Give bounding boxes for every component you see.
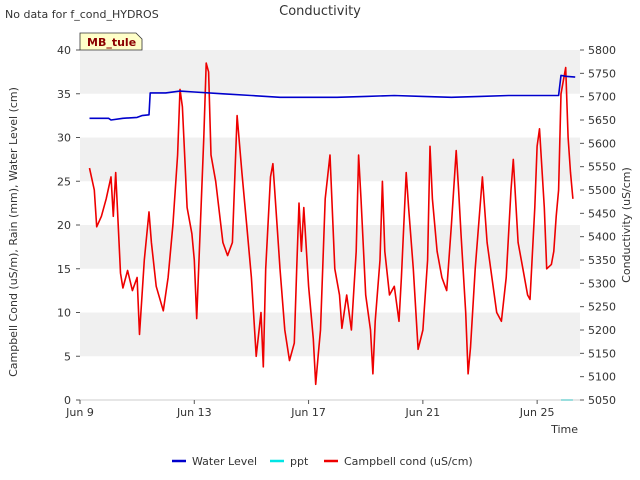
legend: Water Level ppt Campbell cond (uS/cm) xyxy=(172,455,473,468)
right-tick-label: 5450 xyxy=(588,207,616,220)
legend-label: ppt xyxy=(290,455,309,468)
grid-bands xyxy=(80,50,580,357)
right-tick-label: 5650 xyxy=(588,114,616,127)
left-tick-label: 0 xyxy=(64,394,71,407)
series-line-campbell-cond-us-cm xyxy=(88,62,574,386)
grid-band xyxy=(80,225,580,269)
left-tick-label: 40 xyxy=(57,44,71,57)
x-axis-ticks: Jun 9 Jun 13 Jun 17 Jun 21 Jun 25 xyxy=(65,400,554,419)
right-tick-label: 5100 xyxy=(588,371,616,384)
left-axis-label: Campbell Cond (uS/m), Rain (mm), Water L… xyxy=(7,87,20,377)
right-tick-label: 5400 xyxy=(588,231,616,244)
station-tag-label: MB_tule xyxy=(87,36,136,49)
right-tick-label: 5700 xyxy=(588,91,616,104)
right-axis-ticks: 5050 5100 5150 5200 5250 5300 5350 5400 5450 5500… xyxy=(580,44,616,407)
left-tick-label: 10 xyxy=(57,307,71,320)
right-tick-label: 5350 xyxy=(588,254,616,267)
right-axis-label: Conductivity (uS/cm) xyxy=(620,167,633,283)
left-tick-label: 20 xyxy=(57,219,71,232)
left-tick-label: 35 xyxy=(57,88,71,101)
right-tick-label: 5150 xyxy=(588,347,616,360)
station-tag: MB_tule xyxy=(79,32,143,51)
left-tick-label: 25 xyxy=(57,175,71,188)
grid-band xyxy=(80,312,580,357)
right-tick-label: 5200 xyxy=(588,324,616,337)
plot-area xyxy=(80,50,580,401)
right-tick-label: 5750 xyxy=(588,67,616,80)
x-tick-label: Jun 17 xyxy=(290,406,326,419)
right-tick-label: 5250 xyxy=(588,301,616,314)
left-tick-label: 30 xyxy=(57,132,71,145)
x-tick-label: Jun 9 xyxy=(65,406,94,419)
right-tick-label: 5500 xyxy=(588,184,616,197)
station-tag-box xyxy=(79,32,143,51)
legend-label: Campbell cond (uS/cm) xyxy=(344,455,473,468)
x-tick-label: Jun 25 xyxy=(519,406,555,419)
series-line-water-level xyxy=(89,74,576,121)
x-axis-label: Time xyxy=(550,423,578,436)
legend-label: Water Level xyxy=(192,455,257,468)
x-tick-label: Jun 21 xyxy=(405,406,441,419)
right-tick-label: 5600 xyxy=(588,137,616,150)
right-tick-label: 5550 xyxy=(588,161,616,174)
grid-band xyxy=(80,50,580,94)
right-tick-label: 5300 xyxy=(588,277,616,290)
right-tick-label: 5050 xyxy=(588,394,616,407)
no-data-notice: No data for f_cond_HYDROS xyxy=(5,8,159,21)
left-tick-label: 5 xyxy=(64,350,71,363)
x-tick-label: Jun 13 xyxy=(176,406,212,419)
chart-title: Conductivity xyxy=(279,4,361,19)
left-tick-label: 15 xyxy=(57,263,71,276)
right-tick-label: 5800 xyxy=(588,44,616,57)
left-axis-ticks: 0 5 10 15 20 25 30 35 40 xyxy=(57,44,80,407)
